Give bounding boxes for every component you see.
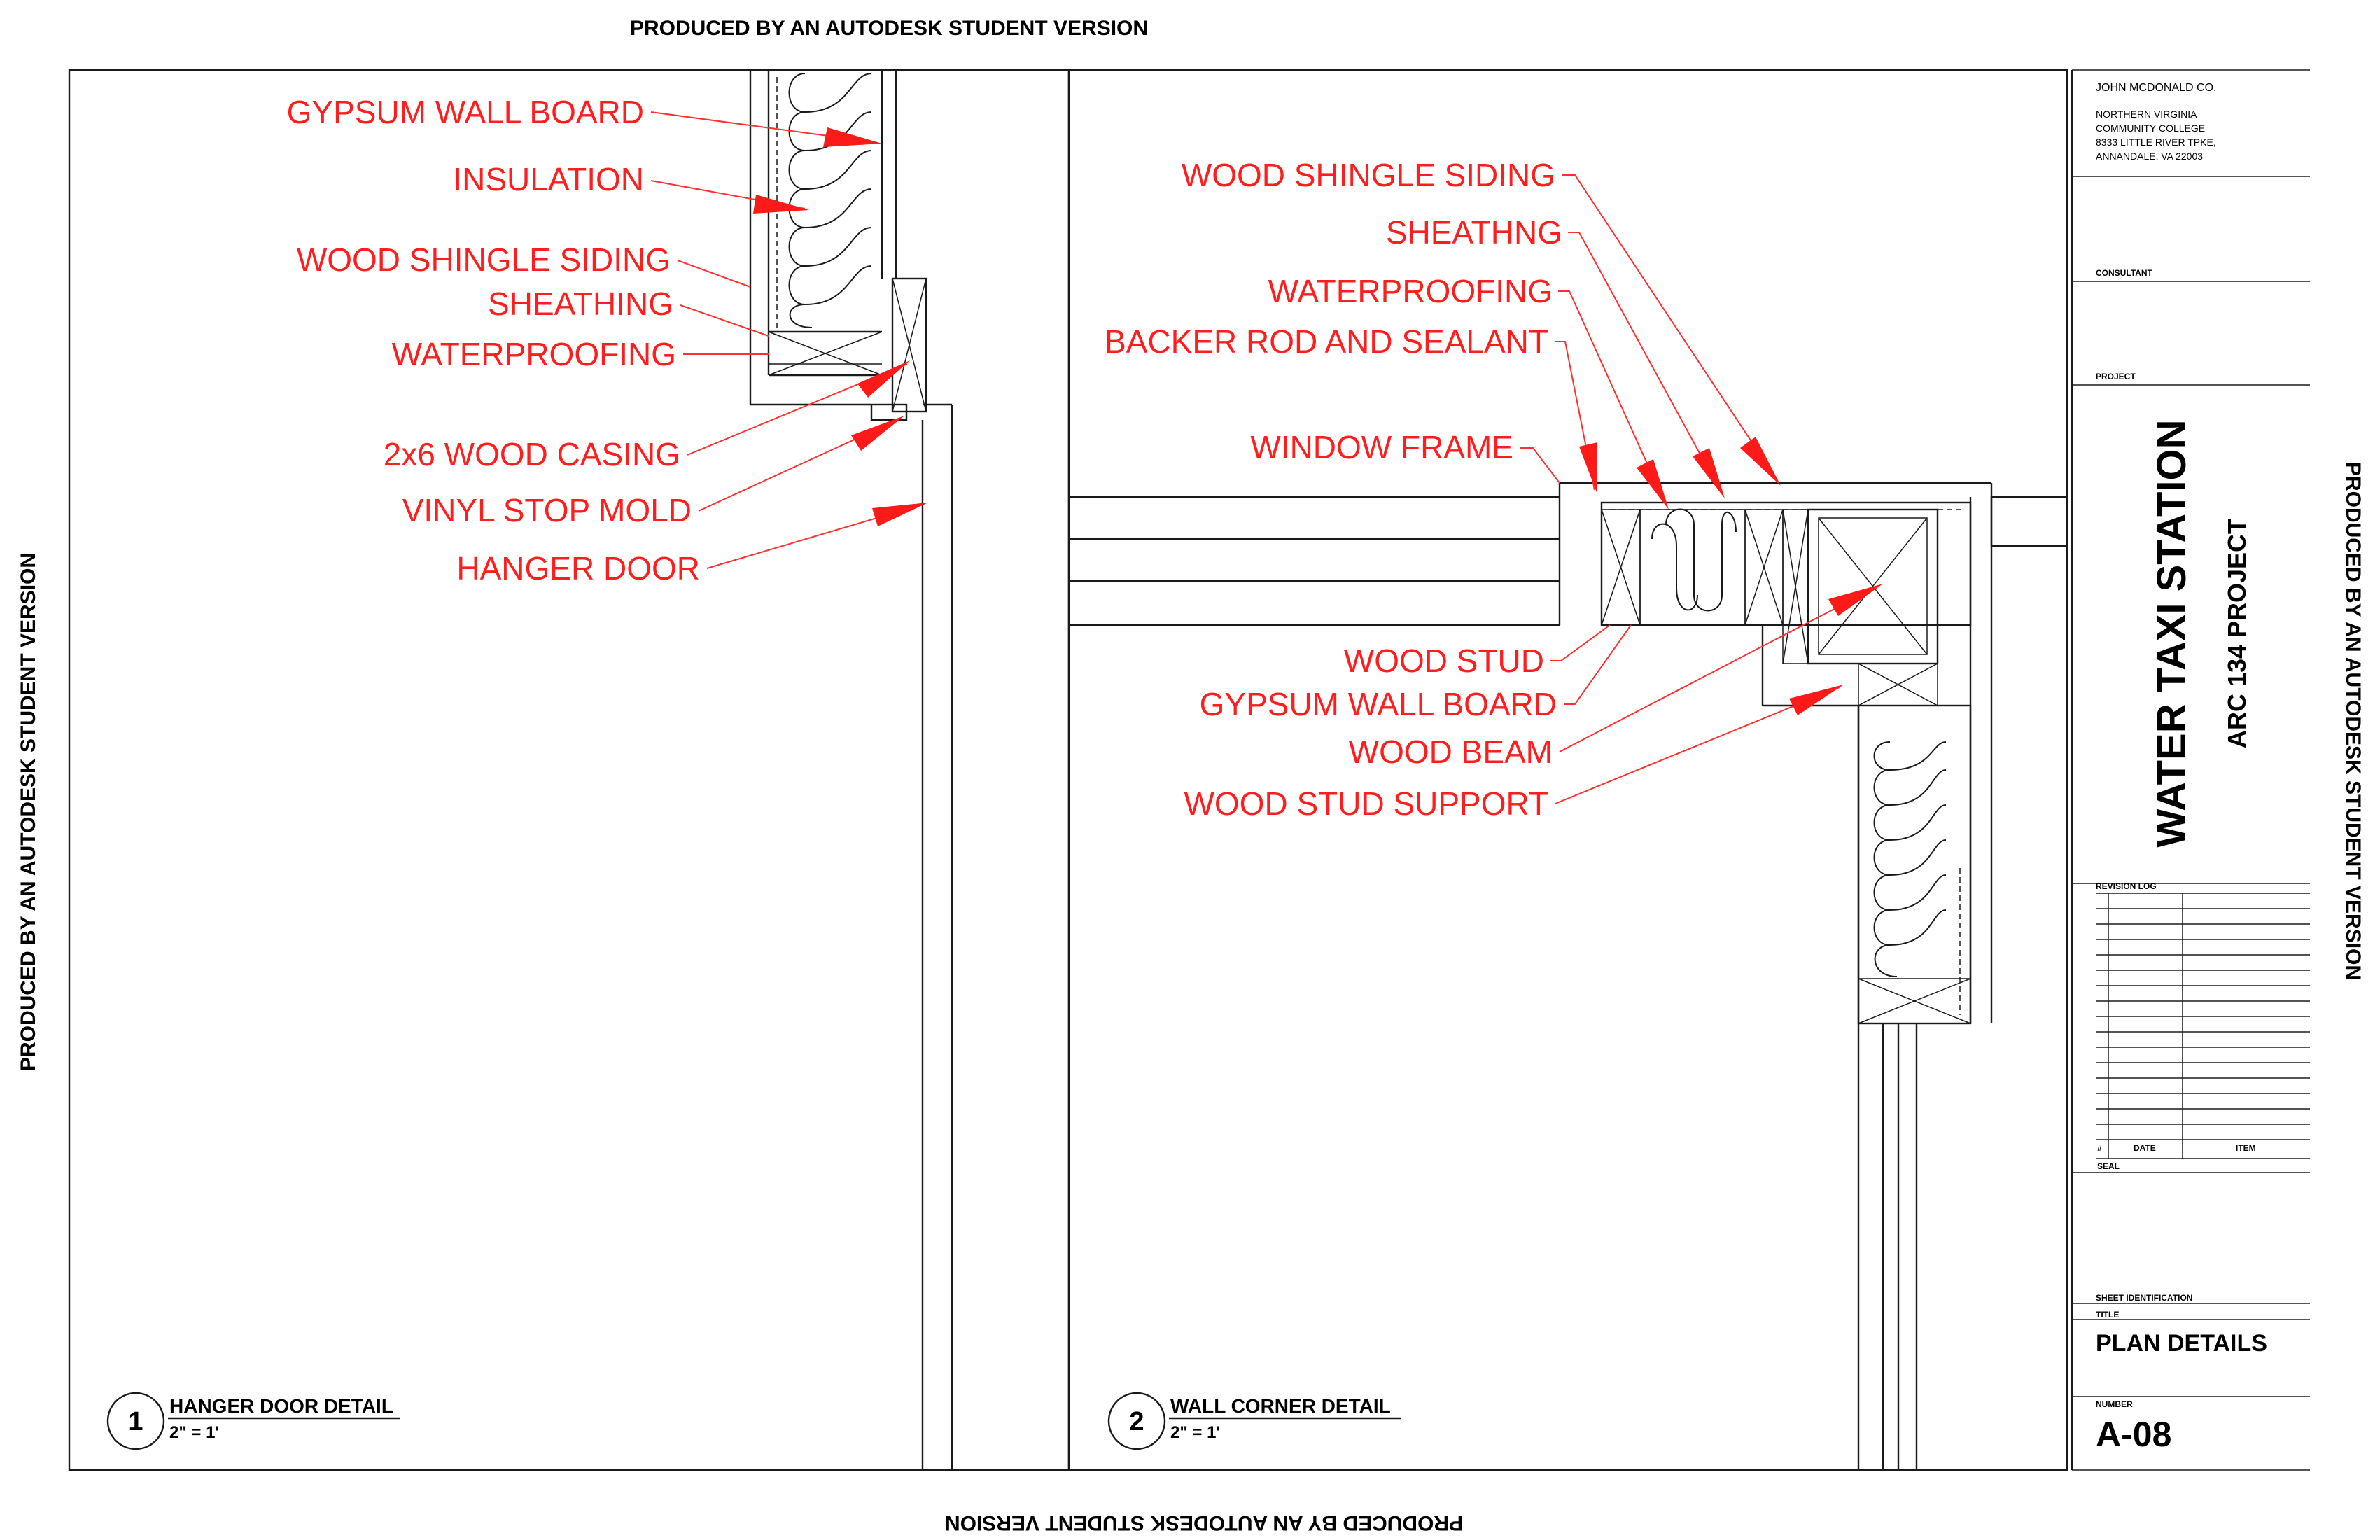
label-waterproofing: WATERPROOFING: [392, 336, 676, 372]
label-sheathing: SHEATHING: [488, 286, 673, 322]
number-label: NUMBER: [2096, 1399, 2133, 1409]
detail1-title: 1 HANGER DOOR DETAIL 2" = 1': [106, 1392, 400, 1450]
detail2-title: 2 WALL CORNER DETAIL 2" = 1': [1107, 1392, 1401, 1450]
detail1-number-circle: [106, 1392, 165, 1450]
watermark-right: PRODUCED BY AN AUTODESK STUDENT VERSION: [2342, 462, 2365, 980]
project-subtitle: ARC 134 PROJECT: [2222, 519, 2251, 748]
detail1-labels: GYPSUM WALL BOARD INSULATION WOOD SHINGL…: [287, 94, 928, 587]
label-wood-shingle-siding: WOOD SHINGLE SIDING: [297, 241, 671, 278]
firm-name: JOHN MCDONALD CO.: [2096, 82, 2216, 94]
detail2-labels: WOOD SHINGLE SIDING SHEATHNG WATERPROOFI…: [1105, 157, 1883, 822]
revision-log-grid: [2096, 892, 2310, 1158]
detail2-number: 2: [1129, 1407, 1144, 1436]
rev-col-item: ITEM: [2236, 1143, 2256, 1153]
detail1-title-text: HANGER DOOR DETAIL: [169, 1395, 393, 1417]
project-name: WATER TAXI STATION: [2149, 419, 2194, 847]
label-hanger-door: HANGER DOOR: [456, 550, 700, 587]
label-wood-shingle-siding-2: WOOD SHINGLE SIDING: [1182, 157, 1555, 193]
detail1-panel: [68, 69, 1070, 1471]
sheet-number: A-08: [2096, 1415, 2171, 1454]
consultant-label: CONSULTANT: [2096, 268, 2153, 278]
address-line-2: COMMUNITY COLLEGE: [2096, 122, 2205, 134]
address-line-3: 8333 LITTLE RIVER TPKE,: [2096, 136, 2216, 148]
label-gypsum-wall-board: GYPSUM WALL BOARD: [287, 94, 644, 130]
detail2-number-circle: [1107, 1392, 1166, 1450]
label-window-frame: WINDOW FRAME: [1250, 429, 1513, 465]
detail1-scale: 2" = 1': [169, 1423, 219, 1442]
rev-col-number: #: [2097, 1143, 2102, 1153]
detail2-scale: 2" = 1': [1170, 1423, 1220, 1442]
detail2-panel: [1068, 69, 2068, 1471]
project-label: PROJECT: [2096, 372, 2136, 382]
revision-log-label: REVISION LOG: [2096, 881, 2157, 891]
address-line-1: NORTHERN VIRGINIA: [2096, 108, 2197, 120]
sheet-id-label: SHEET IDENTIFICATION: [2096, 1293, 2192, 1303]
watermark-left: PRODUCED BY AN AUTODESK STUDENT VERSION: [17, 553, 40, 1071]
rev-col-date: DATE: [2134, 1143, 2156, 1153]
sheet-title: PLAN DETAILS: [2096, 1330, 2267, 1357]
detail2-title-text: WALL CORNER DETAIL: [1170, 1395, 1391, 1417]
detail2-drawing: [1069, 482, 2068, 1470]
label-2x6-wood-casing: 2x6 WOOD CASING: [384, 436, 680, 472]
label-waterproofing-2: WATERPROOFING: [1268, 273, 1553, 309]
title-label: TITLE: [2096, 1310, 2119, 1320]
label-backer-rod-and-sealant: BACKER ROD AND SEALANT: [1105, 323, 1548, 360]
label-wood-stud-support: WOOD STUD SUPPORT: [1184, 785, 1548, 822]
label-insulation: INSULATION: [453, 161, 644, 197]
label-vinyl-stop-mold: VINYL STOP MOLD: [402, 492, 692, 528]
watermark-top: PRODUCED BY AN AUTODESK STUDENT VERSION: [630, 17, 1148, 40]
label-wood-beam: WOOD BEAM: [1349, 734, 1553, 770]
label-sheathng: SHEATHNG: [1386, 214, 1562, 251]
label-gypsum-wall-board-2: GYPSUM WALL BOARD: [1200, 686, 1557, 722]
seal-label: SEAL: [2097, 1161, 2120, 1171]
detail1-drawing: [749, 70, 953, 1470]
title-block: JOHN MCDONALD CO. NORTHERN VIRGINIA COMM…: [2071, 69, 2310, 1471]
label-wood-stud: WOOD STUD: [1344, 643, 1544, 679]
address-line-4: ANNANDALE, VA 22003: [2096, 150, 2203, 162]
watermark-bottom: PRODUCED BY AN AUTODESK STUDENT VERSION: [945, 1511, 1463, 1534]
detail1-number: 1: [128, 1407, 143, 1436]
